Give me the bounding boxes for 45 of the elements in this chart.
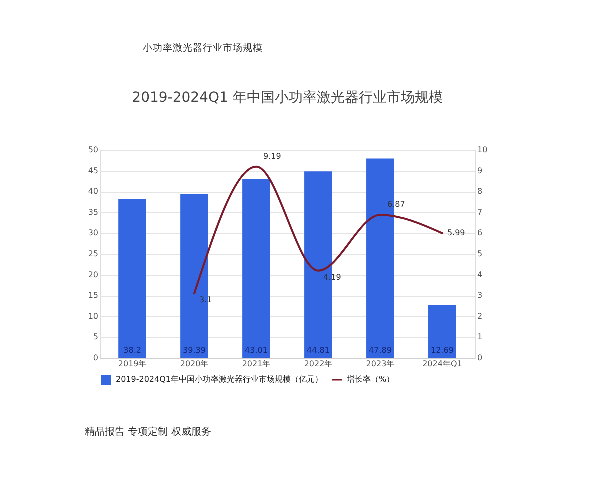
bar xyxy=(242,179,270,358)
y2-tick-label: 10 xyxy=(478,146,488,154)
data-label: 47.89 xyxy=(369,346,392,355)
bar xyxy=(428,305,456,358)
y2-tick-label: 1 xyxy=(478,332,483,342)
line-series xyxy=(194,166,444,295)
y-tick-label: 40 xyxy=(88,187,98,196)
x-tick-label: 2021年 xyxy=(242,360,271,368)
data-label: 38.2 xyxy=(124,346,142,355)
y-tick-label: 10 xyxy=(88,312,98,321)
x-tick-label: 2022年 xyxy=(304,360,333,368)
data-label: 12.69 xyxy=(431,346,454,355)
y-tick-label: 50 xyxy=(88,146,98,154)
y-tick-label: 0 xyxy=(93,354,98,362)
text: 精品报告 专项定制 权威服务 xyxy=(85,426,212,438)
legend-label: 2019-2024Q1年中国小功率激光器行业市场规模（亿元） xyxy=(116,375,323,384)
y2-tick-label: 3 xyxy=(478,291,483,300)
data-label: 5.99 xyxy=(447,228,466,238)
y-tick-label: 30 xyxy=(88,228,98,238)
y2-tick-label: 8 xyxy=(478,187,483,196)
y2-tick-label: 6 xyxy=(478,228,483,238)
data-label: 43.01 xyxy=(245,346,268,355)
bar xyxy=(118,199,146,358)
y-tick-label: 15 xyxy=(88,291,98,300)
x-tick-label: 2019年 xyxy=(118,360,147,368)
y-tick-label: 5 xyxy=(93,332,98,342)
text: 小功率激光器行业市场规模 xyxy=(143,42,263,54)
data-label: 39.39 xyxy=(183,346,206,355)
chart-title: 2019-2024Q1 年中国小功率激光器行业市场规模 xyxy=(132,90,443,106)
data-label: 9.19 xyxy=(264,152,282,161)
data-label: 44.81 xyxy=(307,346,330,355)
x-tick-label: 2023年 xyxy=(366,360,395,368)
legend-label: 增长率（%） xyxy=(346,375,395,384)
y-tick-label: 20 xyxy=(88,270,98,280)
y2-tick-label: 2 xyxy=(478,312,483,321)
y2-tick-label: 0 xyxy=(478,354,483,362)
y2-tick-label: 9 xyxy=(478,166,483,176)
y-tick-label: 45 xyxy=(88,166,98,176)
y2-tick-label: 4 xyxy=(478,270,483,280)
y2-tick-label: 7 xyxy=(478,208,483,217)
y-tick-label: 25 xyxy=(88,250,98,258)
y2-tick-label: 5 xyxy=(478,250,483,258)
x-tick-label: 2024年Q1 xyxy=(422,360,462,368)
y-tick-label: 35 xyxy=(88,208,98,217)
x-tick-label: 2020年 xyxy=(180,360,209,368)
